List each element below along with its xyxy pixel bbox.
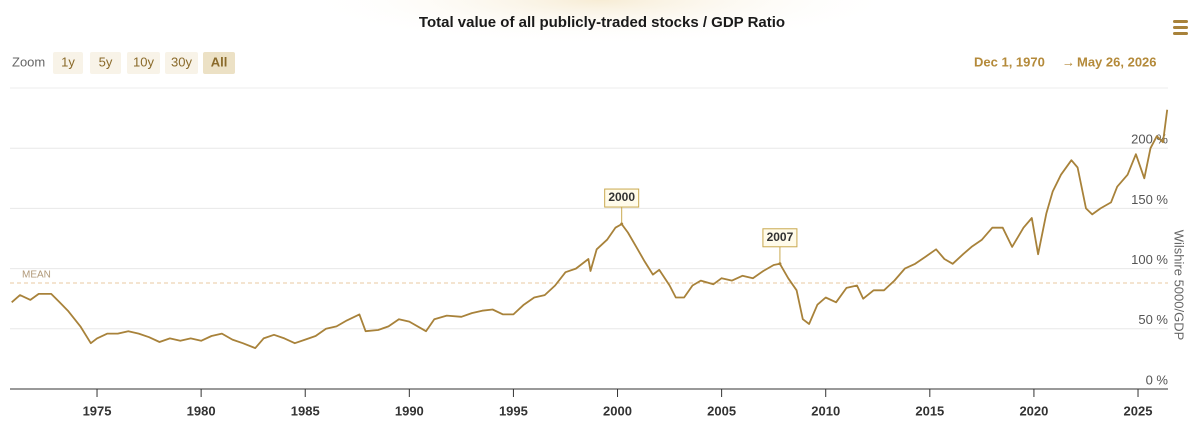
- menu-bar: [1173, 26, 1188, 29]
- zoom-button[interactable]: 1y: [53, 52, 83, 74]
- x-tick-label: 2010: [811, 403, 840, 418]
- y-axis-title: Wilshire 5000/GDP: [1172, 230, 1187, 341]
- zoom-label: Zoom: [12, 54, 45, 69]
- range-to: May 26, 2026: [1077, 54, 1157, 69]
- range-arrow: →: [1062, 54, 1075, 69]
- range-from: Dec 1, 1970: [974, 54, 1045, 69]
- x-tick-label: 2000: [603, 403, 632, 418]
- zoom-button-label: 10y: [133, 54, 154, 69]
- x-tick-label: 1975: [83, 403, 112, 418]
- y-tick-label: 50 %: [1138, 312, 1168, 327]
- zoom-button[interactable]: All: [203, 52, 235, 74]
- annotation-label: 2000: [608, 190, 635, 204]
- annotation-point: [620, 222, 624, 226]
- x-tick-label: 2020: [1019, 403, 1048, 418]
- menu-bar: [1173, 20, 1188, 23]
- menu-bar: [1173, 32, 1188, 35]
- zoom-button-label: 5y: [99, 54, 113, 69]
- zoom-button[interactable]: 30y: [165, 52, 198, 74]
- x-tick-label: 1985: [291, 403, 320, 418]
- x-tick-label: 2025: [1124, 403, 1153, 418]
- zoom-button-label: All: [211, 54, 228, 69]
- zoom-button[interactable]: 10y: [127, 52, 160, 74]
- y-tick-label: 200 %: [1131, 132, 1168, 147]
- x-tick-label: 1980: [187, 403, 216, 418]
- mean-label: MEAN: [22, 270, 51, 281]
- y-tick-label: 100 %: [1131, 252, 1168, 267]
- menu-icon[interactable]: [1173, 20, 1188, 35]
- zoom-button[interactable]: 5y: [90, 52, 121, 74]
- zoom-button-bg: [53, 52, 83, 74]
- annotation-box: [604, 188, 640, 208]
- x-tick-label: 2005: [707, 403, 736, 418]
- y-tick-label: 150 %: [1131, 192, 1168, 207]
- zoom-button-bg: [127, 52, 160, 74]
- annotation-point: [778, 262, 782, 266]
- zoom-button-bg: [90, 52, 121, 74]
- x-tick-label: 2015: [915, 403, 944, 418]
- y-tick-label: 0 %: [1146, 372, 1169, 387]
- zoom-button-label: 30y: [171, 54, 192, 69]
- chart-title: Total value of all publicly-traded stock…: [419, 14, 785, 31]
- header-glow: [300, 0, 900, 90]
- data-line: [11, 109, 1169, 349]
- x-tick-label: 1990: [395, 403, 424, 418]
- annotation-box: [762, 228, 798, 248]
- zoom-button-bg: [165, 52, 198, 74]
- zoom-button-bg: [203, 52, 235, 74]
- annotation-label: 2007: [767, 230, 794, 244]
- zoom-button-label: 1y: [61, 54, 75, 69]
- x-tick-label: 1995: [499, 403, 528, 418]
